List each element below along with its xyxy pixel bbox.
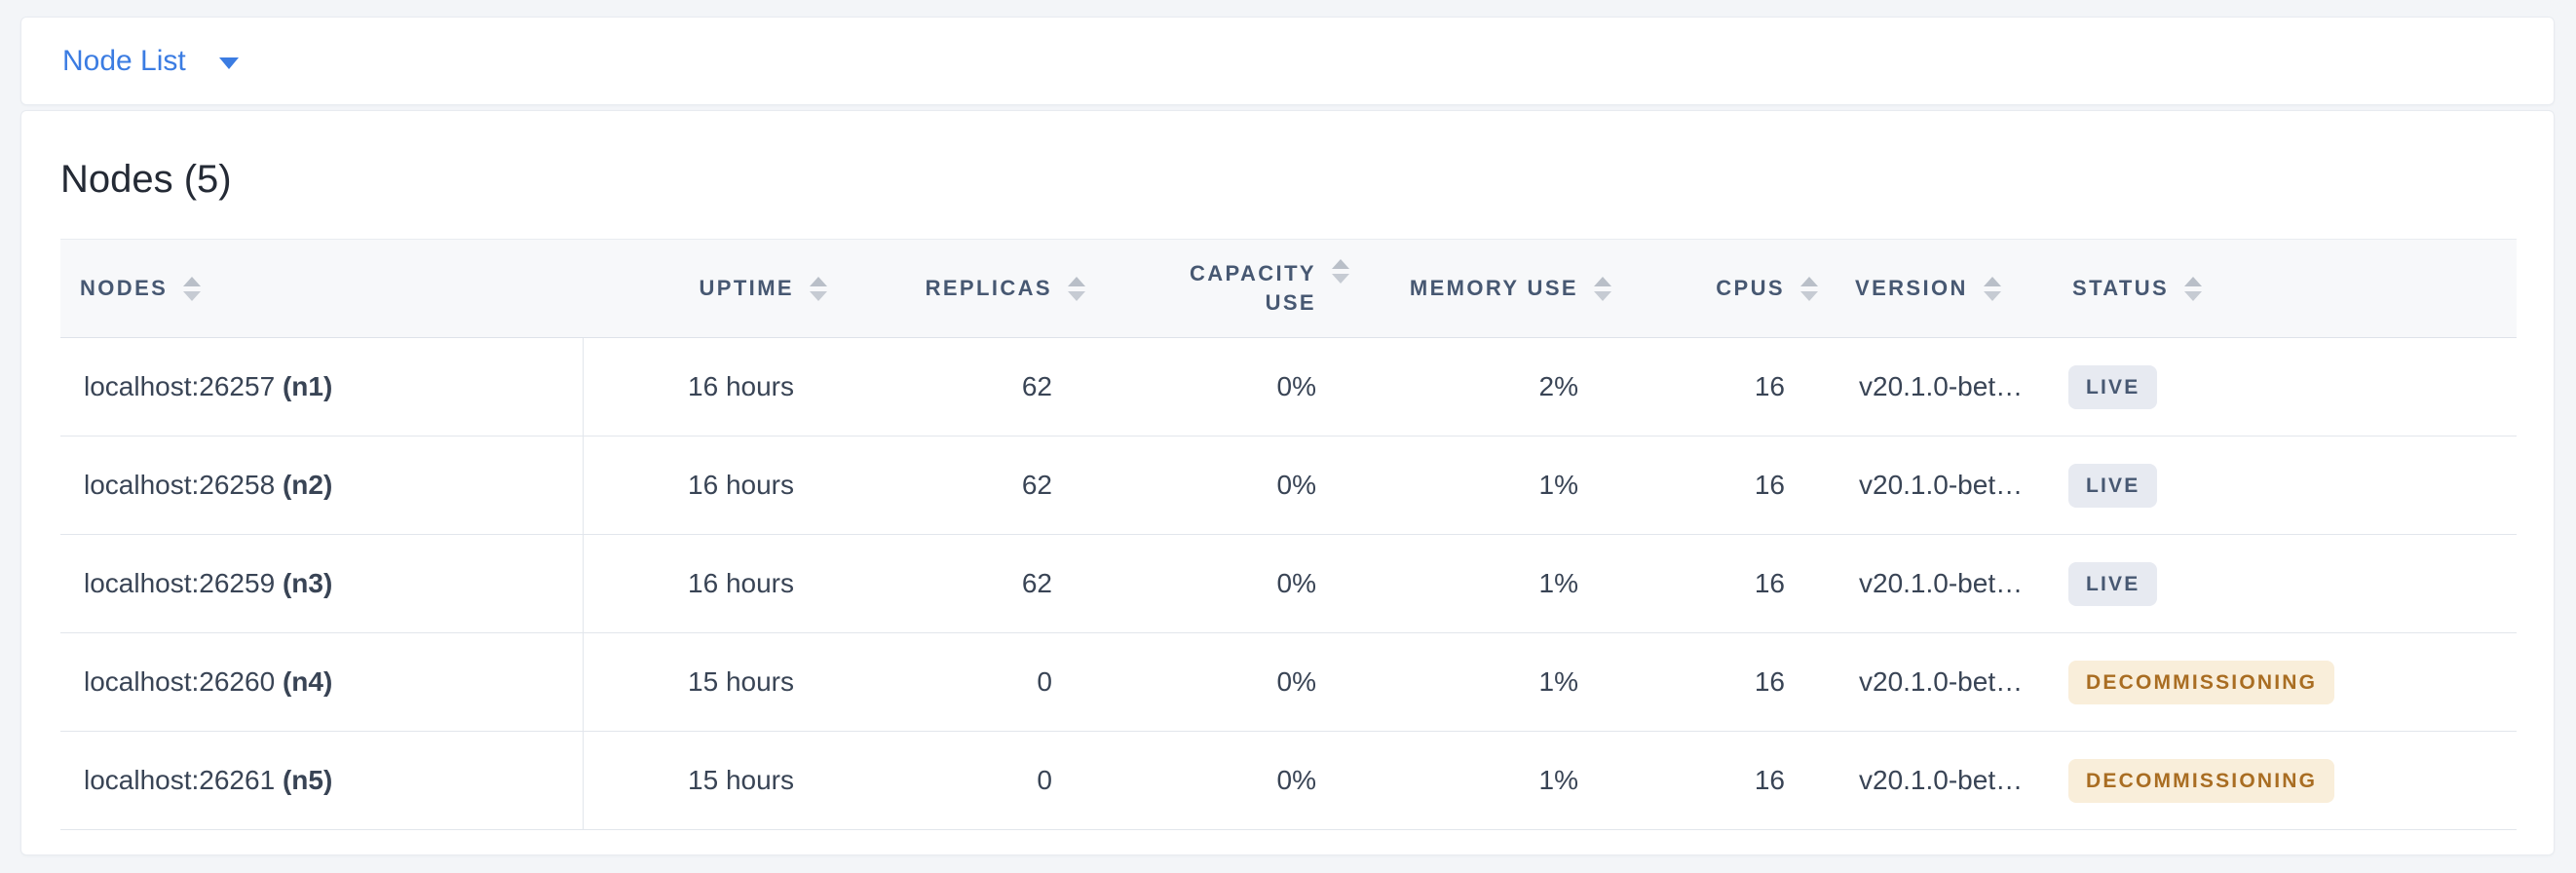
sort-header-capacity-use[interactable]: CAPACITY USE	[1085, 239, 1349, 338]
column-label-status: STATUS	[2072, 276, 2170, 300]
replicas-cell: 0	[827, 632, 1085, 732]
uptime-cell: 15 hours	[583, 731, 827, 830]
page-title: Nodes (5)	[60, 158, 232, 201]
node-list-table: NODES UPTIME REPLICAS CAPACITY USE MEMOR…	[60, 239, 2517, 830]
node-address-cell: localhost:26261 (n5)	[60, 731, 584, 830]
status-badge: LIVE	[2068, 463, 2158, 508]
sort-icon	[2184, 276, 2203, 301]
capacity-use-cell: 0%	[1085, 436, 1349, 535]
sort-header-uptime[interactable]: UPTIME	[583, 239, 827, 338]
table-row: localhost:26257 (n1) 16 hours 62 0% 2% 1…	[60, 337, 2517, 436]
sort-icon	[1800, 276, 1818, 301]
table-row: localhost:26258 (n2) 16 hours 62 0% 1% 1…	[60, 436, 2517, 535]
column-label-capacity-use: CAPACITY USE	[1189, 261, 1316, 315]
uptime-cell: 15 hours	[583, 632, 827, 732]
status-cell: LIVE	[2037, 534, 2517, 633]
cpus-cell: 16	[1611, 534, 1818, 633]
version-cell: v20.1.0-bet…	[1818, 632, 2037, 732]
sort-header-nodes[interactable]: NODES	[60, 239, 583, 338]
replicas-cell: 62	[827, 436, 1085, 535]
node-address-cell: localhost:26258 (n2)	[60, 436, 584, 535]
node-address-cell: localhost:26260 (n4)	[60, 632, 584, 732]
capacity-use-cell: 0%	[1085, 731, 1349, 830]
replicas-cell: 62	[827, 534, 1085, 633]
memory-use-cell: 1%	[1349, 534, 1611, 633]
capacity-use-cell: 0%	[1085, 337, 1349, 436]
sort-icon	[1594, 276, 1611, 301]
memory-use-cell: 1%	[1349, 731, 1611, 830]
nodes-panel: Nodes (5) NODES UPTIME REPLICAS CAPACITY…	[20, 110, 2555, 855]
table-row: localhost:26260 (n4) 15 hours 0 0% 1% 16…	[60, 632, 2517, 732]
replicas-cell: 62	[827, 337, 1085, 436]
node-list-dropdown-label: Node List	[62, 44, 186, 77]
table-row: localhost:26261 (n5) 15 hours 0 0% 1% 16…	[60, 731, 2517, 830]
cpus-cell: 16	[1611, 337, 1818, 436]
status-cell: LIVE	[2037, 436, 2517, 535]
caret-down-icon	[218, 57, 239, 69]
node-address-cell: localhost:26259 (n3)	[60, 534, 584, 633]
node-list-dropdown[interactable]: Node List	[62, 45, 239, 78]
sort-icon	[1068, 276, 1085, 301]
node-id: (n2)	[282, 470, 333, 500]
sort-header-version[interactable]: VERSION	[1818, 239, 2037, 338]
status-badge: DECOMMISSIONING	[2068, 660, 2335, 704]
memory-use-cell: 1%	[1349, 632, 1611, 732]
uptime-cell: 16 hours	[583, 534, 827, 633]
node-id: (n3)	[282, 568, 333, 598]
view-selector-bar: Node List	[20, 17, 2555, 105]
version-cell: v20.1.0-bet…	[1818, 436, 2037, 535]
status-cell: DECOMMISSIONING	[2037, 731, 2517, 830]
status-cell: LIVE	[2037, 337, 2517, 436]
column-label-version: VERSION	[1855, 276, 1968, 300]
sort-icon	[810, 276, 827, 301]
status-badge: DECOMMISSIONING	[2068, 758, 2335, 803]
capacity-use-cell: 0%	[1085, 632, 1349, 732]
sort-header-replicas[interactable]: REPLICAS	[827, 239, 1085, 338]
uptime-cell: 16 hours	[583, 337, 827, 436]
status-badge: LIVE	[2068, 561, 2158, 606]
cpus-cell: 16	[1611, 731, 1818, 830]
memory-use-cell: 2%	[1349, 337, 1611, 436]
version-cell: v20.1.0-bet…	[1818, 731, 2037, 830]
replicas-cell: 0	[827, 731, 1085, 830]
table-row: localhost:26259 (n3) 16 hours 62 0% 1% 1…	[60, 534, 2517, 633]
status-cell: DECOMMISSIONING	[2037, 632, 2517, 732]
column-label-uptime: UPTIME	[699, 276, 794, 300]
sort-icon	[1332, 259, 1349, 284]
node-address-cell: localhost:26257 (n1)	[60, 337, 584, 436]
cpus-cell: 16	[1611, 436, 1818, 535]
version-cell: v20.1.0-bet…	[1818, 337, 2037, 436]
node-id: (n1)	[282, 371, 333, 401]
node-id: (n5)	[282, 765, 333, 795]
sort-header-status[interactable]: STATUS	[2037, 239, 2517, 338]
column-label-replicas: REPLICAS	[925, 276, 1052, 300]
capacity-use-cell: 0%	[1085, 534, 1349, 633]
column-label-nodes: NODES	[80, 276, 169, 300]
uptime-cell: 16 hours	[583, 436, 827, 535]
sort-icon	[183, 276, 202, 301]
sort-header-cpus[interactable]: CPUS	[1611, 239, 1818, 338]
column-label-memory-use: MEMORY USE	[1409, 276, 1578, 300]
cpus-cell: 16	[1611, 632, 1818, 732]
sort-icon	[1983, 276, 2001, 301]
column-label-cpus: CPUS	[1716, 276, 1785, 300]
node-id: (n4)	[282, 666, 333, 697]
table-header-row: NODES UPTIME REPLICAS CAPACITY USE MEMOR…	[60, 239, 2517, 338]
memory-use-cell: 1%	[1349, 436, 1611, 535]
version-cell: v20.1.0-bet…	[1818, 534, 2037, 633]
sort-header-memory-use[interactable]: MEMORY USE	[1349, 239, 1611, 338]
status-badge: LIVE	[2068, 364, 2158, 409]
